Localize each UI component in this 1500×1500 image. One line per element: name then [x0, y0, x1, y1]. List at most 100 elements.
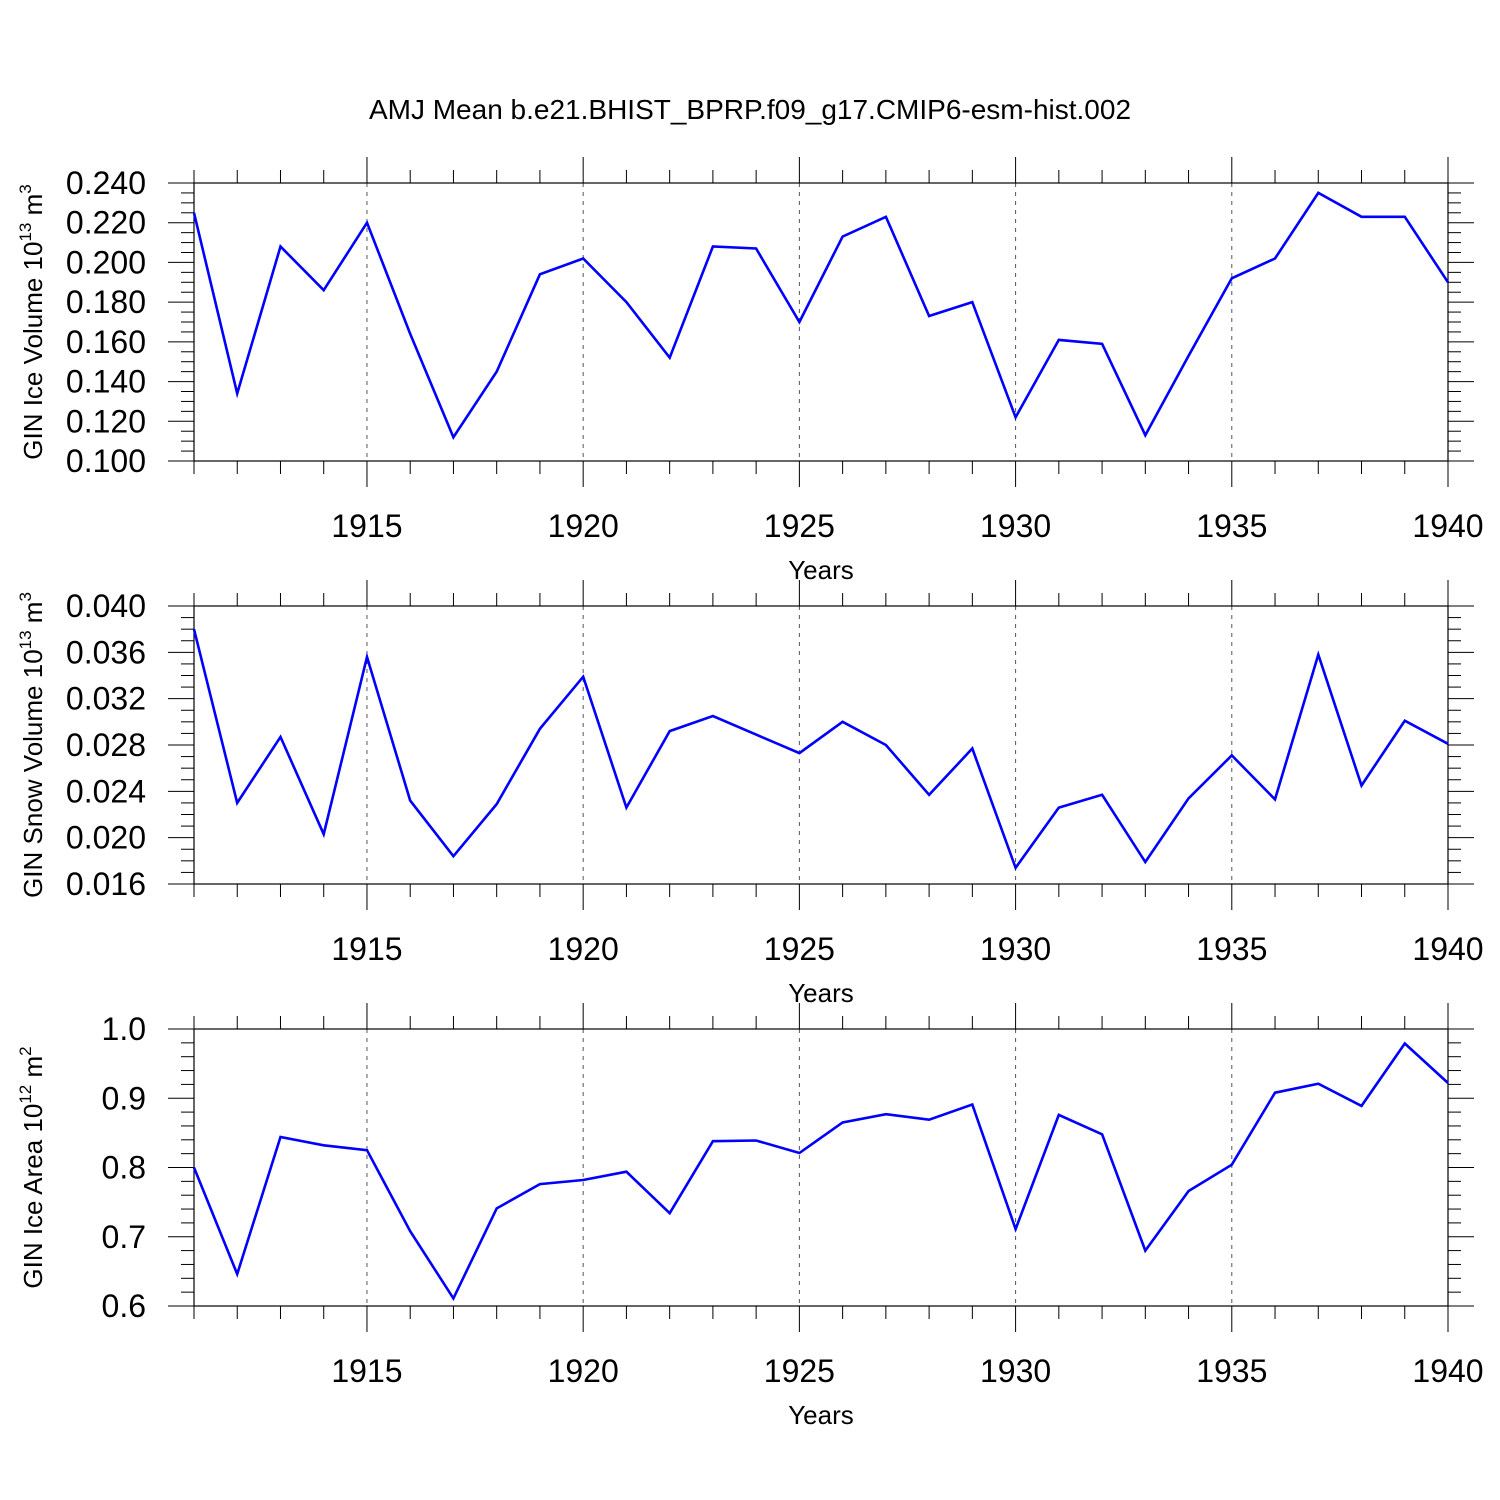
x-tick-label: 1940	[1412, 508, 1483, 544]
data-point	[1187, 355, 1189, 357]
x-tick-label: 1940	[1412, 1353, 1483, 1389]
data-point	[236, 802, 238, 804]
y-tick-label: 0.016	[66, 866, 146, 902]
data-point	[1101, 794, 1103, 796]
data-point	[1058, 339, 1060, 341]
data-point	[1404, 1042, 1406, 1044]
data-point	[1187, 797, 1189, 799]
y-axis-title-unit: m	[18, 1056, 48, 1085]
y-tick-label: 0.7	[102, 1219, 146, 1255]
data-point	[971, 747, 973, 749]
data-point	[582, 1179, 584, 1181]
data-point	[971, 1103, 973, 1105]
data-point	[1101, 343, 1103, 345]
data-point	[409, 1230, 411, 1232]
data-point	[1317, 192, 1319, 194]
data-point	[1101, 1133, 1103, 1135]
data-point	[1231, 754, 1233, 756]
data-point	[323, 289, 325, 291]
data-point	[1231, 277, 1233, 279]
data-point	[1274, 1092, 1276, 1094]
y-axis-title-unit: m	[18, 194, 48, 223]
data-point	[236, 1273, 238, 1275]
data-point	[885, 216, 887, 218]
data-point	[841, 235, 843, 237]
y-tick-label: 0.200	[66, 244, 146, 280]
data-point	[1274, 798, 1276, 800]
data-point	[1014, 416, 1016, 418]
y-tick-label: 0.240	[66, 165, 146, 201]
y-axis-title: GIN Ice Volume 1013 m3	[16, 184, 48, 460]
data-point	[539, 273, 541, 275]
x-axis-title: Years	[788, 978, 854, 1008]
y-axis-title: GIN Ice Area 1012 m2	[16, 1046, 48, 1288]
y-axis-title-exponent: 12	[16, 1085, 35, 1104]
x-tick-label: 1930	[980, 931, 1051, 967]
data-point	[1058, 806, 1060, 808]
x-tick-label: 1930	[980, 1353, 1051, 1389]
figure-title: AMJ Mean b.e21.BHIST_BPRP.f09_g17.CMIP6-…	[369, 94, 1131, 125]
data-point	[1144, 861, 1146, 863]
data-point	[582, 675, 584, 677]
data-point	[798, 1152, 800, 1154]
data-point	[1274, 257, 1276, 259]
data-point	[971, 301, 973, 303]
y-axis-title-unit: m	[18, 602, 48, 631]
data-point	[452, 1297, 454, 1299]
y-tick-label: 0.160	[66, 324, 146, 360]
chart-panel-3: 0.6 0.7 0.8 0.9 1.0 1915 1920 1925 1930 1935 1940 Y…	[16, 1003, 1484, 1430]
data-point	[1187, 1190, 1189, 1192]
data-point	[1144, 1249, 1146, 1251]
x-tick-label: 1925	[764, 931, 835, 967]
data-point	[539, 728, 541, 730]
chart-panel-2: 0.016 0.020 0.024 0.028 0.032 0.036 0.040 1915 1…	[16, 580, 1484, 1008]
y-axis-title-unit-exponent: 3	[16, 184, 35, 193]
x-tick-label: 1935	[1196, 1353, 1267, 1389]
data-point	[193, 212, 195, 214]
data-point	[885, 744, 887, 746]
data-point	[625, 301, 627, 303]
data-point	[1317, 653, 1319, 655]
data-point	[668, 1212, 670, 1214]
y-tick-label: 0.180	[66, 284, 146, 320]
data-point	[366, 1149, 368, 1151]
data-point	[1404, 216, 1406, 218]
data-point	[452, 436, 454, 438]
y-tick-label: 0.220	[66, 205, 146, 241]
data-point	[1317, 1083, 1319, 1085]
data-point	[712, 245, 714, 247]
y-tick-label: 0.120	[66, 403, 146, 439]
x-tick-label: 1935	[1196, 508, 1267, 544]
data-point	[409, 799, 411, 801]
data-point	[495, 1207, 497, 1209]
y-axis-title-unit-exponent: 2	[16, 1046, 35, 1055]
y-tick-label: 1.0	[102, 1011, 146, 1047]
data-point	[928, 315, 930, 317]
y-axis-title-unit-exponent: 3	[16, 592, 35, 601]
data-point	[323, 833, 325, 835]
data-point	[236, 392, 238, 394]
x-tick-label: 1915	[331, 1353, 402, 1389]
data-point	[755, 247, 757, 249]
y-axis-title: GIN Snow Volume 1013 m3	[16, 592, 48, 898]
x-tick-label: 1915	[331, 931, 402, 967]
x-tick-label: 1915	[331, 508, 402, 544]
x-tick-label: 1925	[764, 508, 835, 544]
data-point	[1404, 719, 1406, 721]
data-point	[625, 1170, 627, 1172]
y-tick-label: 0.036	[66, 634, 146, 670]
data-point	[712, 1140, 714, 1142]
y-axis-title-base: GIN Ice Volume 10	[18, 242, 48, 460]
data-point	[366, 656, 368, 658]
data-point	[279, 1136, 281, 1138]
data-point	[928, 794, 930, 796]
data-point	[755, 733, 757, 735]
y-axis-title-base: GIN Ice Area 10	[18, 1104, 48, 1289]
y-tick-label: 0.9	[102, 1080, 146, 1116]
y-tick-label: 0.140	[66, 364, 146, 400]
data-point	[885, 1113, 887, 1115]
data-point	[1447, 1082, 1449, 1084]
data-point	[1144, 434, 1146, 436]
